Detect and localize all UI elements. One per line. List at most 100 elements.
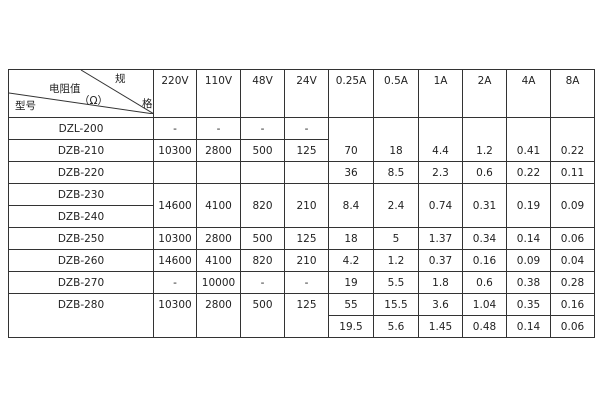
model-cell: DZB-230 xyxy=(8,183,154,206)
current-resistance-cell: 5.5 xyxy=(373,271,419,294)
current-resistance-cell: 0.14 xyxy=(506,227,551,250)
current-resistance-cell: 18 xyxy=(373,117,419,162)
corner-header-cell: 规 电阻值 （Ω） 格 型号 xyxy=(8,69,154,118)
table-body: DZL-200- - - -70 18 4.4 1.2 0.41 0.22 DZB-210 1030… xyxy=(8,117,595,338)
voltage-resistance-cell: 125 xyxy=(284,139,329,162)
column-header: 8A xyxy=(550,69,595,118)
current-resistance-cell: 5 xyxy=(373,227,419,250)
current-resistance-cell: 1.8 xyxy=(418,271,463,294)
current-resistance-cell: 1.37 xyxy=(418,227,463,250)
model-cell: DZB-210 xyxy=(8,139,154,162)
column-header: 1A xyxy=(418,69,463,118)
current-resistance-cell: 0.41 xyxy=(506,117,551,162)
current-resistance-cell: 0.09 xyxy=(506,249,551,272)
voltage-resistance-cell: 10300 xyxy=(153,139,197,162)
table-row: DZB-220 36 8.5 2.3 0.6 0.22 0.11 xyxy=(8,161,595,184)
column-header: 4A xyxy=(506,69,551,118)
voltage-resistance-cell: 125 xyxy=(284,293,329,338)
table-row: DZL-200- - - -70 18 4.4 1.2 0.41 0.22 xyxy=(8,117,595,162)
voltage-resistance-cell: 2800 xyxy=(196,227,241,250)
current-resistance-cell: 19.5 xyxy=(328,315,374,338)
header-row: 规 电阻值 （Ω） 格 型号 220V 110V 48V 24V 0.25A 0.5A 1A… xyxy=(8,69,595,118)
current-resistance-cell: 0.74 xyxy=(418,183,463,228)
current-resistance-cell: 1.04 xyxy=(462,293,507,316)
current-resistance-cell: 5.6 xyxy=(373,315,419,338)
current-resistance-cell: 0.6 xyxy=(462,271,507,294)
table-row: 19.5 5.6 1.45 0.48 0.14 0.06 xyxy=(9,315,595,338)
column-header: 0.5A xyxy=(373,69,419,118)
corner-right-label: 格 xyxy=(142,98,153,110)
table-row: DZB-270-10000- -19 5.5 1.8 0.6 0.38 0.28 xyxy=(8,271,595,294)
current-resistance-cell: 0.22 xyxy=(506,161,551,184)
current-resistance-cell: 0.6 xyxy=(462,161,507,184)
voltage-resistance-cell: - xyxy=(153,271,197,294)
current-resistance-cell: 2.4 xyxy=(373,183,419,228)
voltage-resistance-cell: - xyxy=(240,117,285,140)
voltage-resistance-cell: 10300 xyxy=(153,227,197,250)
resistance-spec-table: 规 电阻值 （Ω） 格 型号 220V 110V 48V 24V 0.25A 0.5A 1A… xyxy=(8,69,595,338)
model-cell: DZB-250 xyxy=(8,227,154,250)
corner-bottom-label: 型号 xyxy=(15,100,36,112)
current-resistance-cell: 0.37 xyxy=(418,249,463,272)
current-resistance-cell: 0.35 xyxy=(506,293,551,316)
column-header: 110V xyxy=(196,69,241,118)
voltage-resistance-cell: 210 xyxy=(284,183,329,228)
table-row: DZB-260 14600 4100 820 210 4.2 1.2 0.37 0.16 0.09… xyxy=(8,249,595,272)
current-resistance-cell: 15.5 xyxy=(373,293,419,316)
current-resistance-cell: 3.6 xyxy=(418,293,463,316)
voltage-resistance-cell: 210 xyxy=(284,249,329,272)
column-header: 220V xyxy=(153,69,197,118)
table-row: DZB-210 10300 2800 500 125 xyxy=(8,139,595,162)
table-row: DZB-280 10300 2800 500 125 55 15.5 3.6 1.04 0.35 0… xyxy=(8,293,595,338)
current-resistance-cell: 19 xyxy=(328,271,374,294)
voltage-resistance-cell: 4100 xyxy=(196,183,241,228)
current-resistance-cell: 70 xyxy=(328,117,374,162)
column-header: 0.25A xyxy=(328,69,374,118)
current-resistance-cell: 0.04 xyxy=(550,249,595,272)
corner-middle-label: 电阻值 xyxy=(49,83,81,95)
current-resistance-cell: 1.2 xyxy=(462,117,507,162)
current-resistance-cell: 0.11 xyxy=(550,161,595,184)
corner-unit-label: （Ω） xyxy=(79,95,109,107)
corner-top-label: 规 xyxy=(115,73,126,85)
voltage-resistance-cell: 125 xyxy=(284,227,329,250)
voltage-resistance-cell: 14600 xyxy=(153,249,197,272)
voltage-resistance-cell: 500 xyxy=(240,139,285,162)
table-row: DZB-250 10300 2800 500 125 18 5 1.37 0.34 0.14 0.0… xyxy=(8,227,595,250)
current-resistance-cell: 2.3 xyxy=(418,161,463,184)
current-resistance-cell: 1.45 xyxy=(418,315,463,338)
current-resistance-cell: 36 xyxy=(328,161,374,184)
voltage-resistance-cell: 4100 xyxy=(196,249,241,272)
voltage-resistance-cell: 2800 xyxy=(196,139,241,162)
voltage-resistance-cell xyxy=(284,161,329,184)
current-resistance-cell: 55 xyxy=(328,293,374,316)
voltage-resistance-cell: - xyxy=(196,117,241,140)
voltage-resistance-cell: 820 xyxy=(240,183,285,228)
voltage-resistance-cell: 500 xyxy=(240,227,285,250)
current-resistance-cell: 0.16 xyxy=(550,293,595,316)
voltage-resistance-cell: 14600 xyxy=(153,183,197,228)
column-header: 48V xyxy=(240,69,285,118)
current-resistance-cell: 0.06 xyxy=(550,315,595,338)
column-header: 24V xyxy=(284,69,329,118)
current-resistance-cell: 0.38 xyxy=(506,271,551,294)
current-resistance-cell: 0.48 xyxy=(462,315,507,338)
diagonal-lines xyxy=(9,70,154,114)
voltage-resistance-cell: 10300 xyxy=(153,293,197,338)
model-cell: DZB-280 xyxy=(8,293,154,338)
current-resistance-cell: 0.16 xyxy=(462,249,507,272)
current-resistance-cell: 8.4 xyxy=(328,183,374,228)
current-resistance-cell: 1.2 xyxy=(373,249,419,272)
current-resistance-cell: 0.09 xyxy=(550,183,595,228)
current-resistance-cell: 4.4 xyxy=(418,117,463,162)
column-header: 2A xyxy=(462,69,507,118)
model-cell: DZB-260 xyxy=(8,249,154,272)
model-cell: DZL-200 xyxy=(8,117,154,140)
model-cell: DZB-270 xyxy=(8,271,154,294)
voltage-resistance-cell xyxy=(240,161,285,184)
voltage-resistance-cell: 2800 xyxy=(196,293,241,338)
current-resistance-cell: 4.2 xyxy=(328,249,374,272)
voltage-resistance-cell: - xyxy=(284,271,329,294)
voltage-resistance-cell: 500 xyxy=(240,293,285,338)
voltage-resistance-cell: - xyxy=(153,117,197,140)
